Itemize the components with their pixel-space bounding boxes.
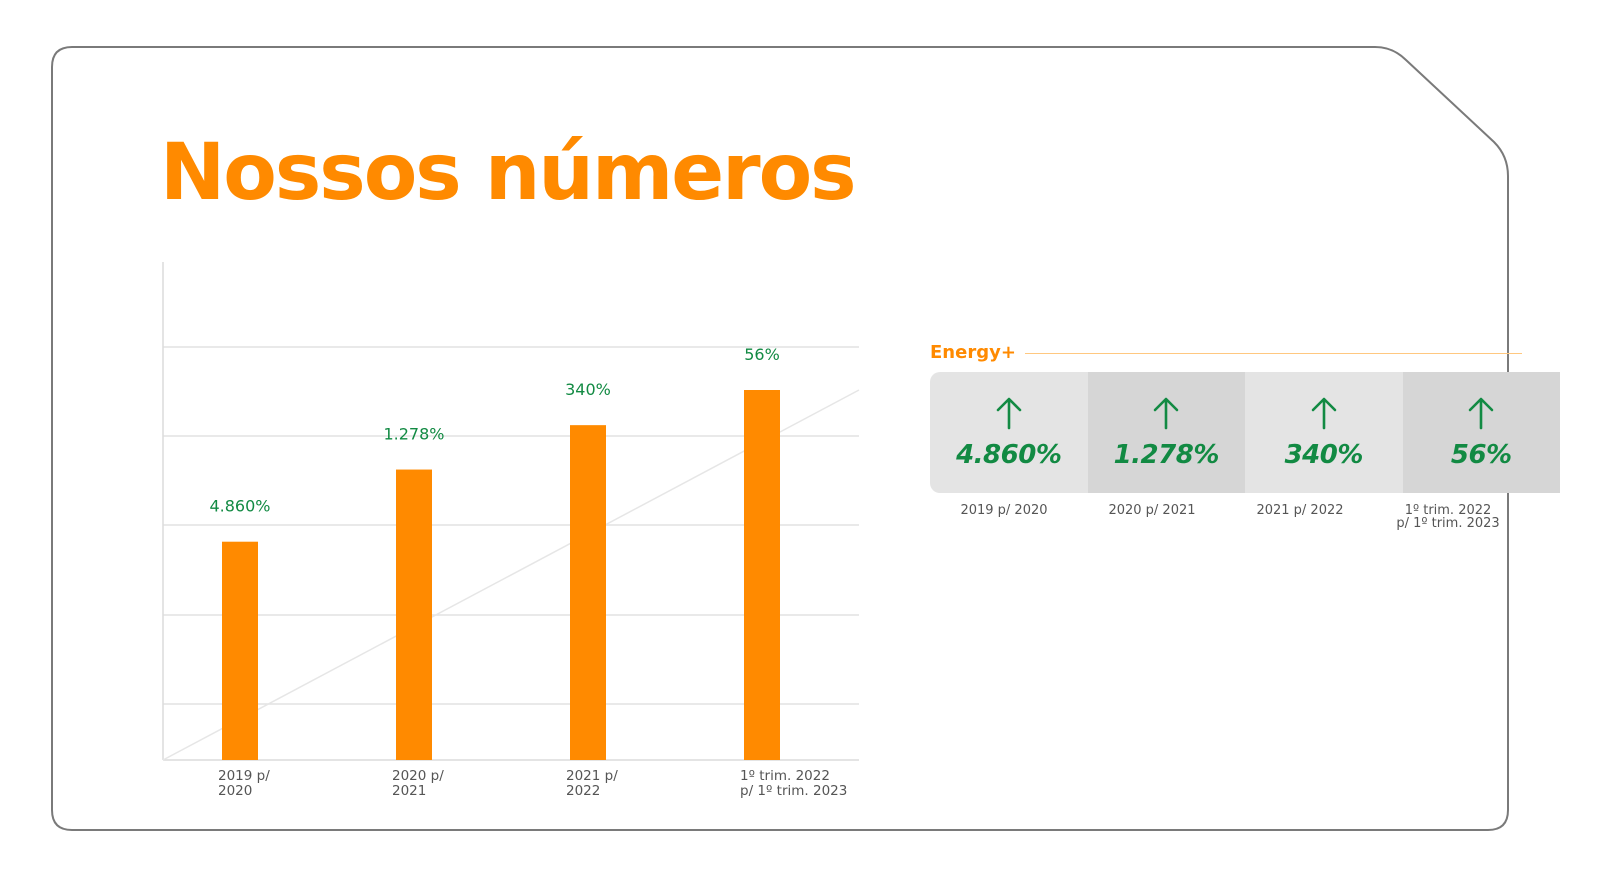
arrow-up-icon: [1468, 397, 1494, 430]
energy-plus-panel: Energy+ 4.860% 1.278% 340% 56% 2019 p/ 2…: [930, 340, 1560, 540]
growth-periods: 2019 p/ 2020 2020 p/ 2021 2021 p/ 2022 1…: [930, 504, 1522, 530]
growth-card: 340%: [1245, 372, 1403, 493]
period-label: 2019 p/ 2020: [960, 503, 1048, 518]
growth-card: 4.860%: [930, 372, 1088, 493]
growth-card: 56%: [1402, 372, 1560, 493]
data-label: 56%: [744, 345, 780, 364]
bar: [222, 541, 258, 760]
panel-divider: [1025, 353, 1522, 354]
x-tick-label: 2020 p/2021: [392, 768, 444, 799]
growth-value: 56%: [1450, 440, 1512, 470]
growth-value: 340%: [1284, 440, 1364, 470]
bar: [570, 425, 606, 760]
panel-title: Energy+: [930, 342, 1016, 363]
x-tick-label: 2021 p/2022: [566, 768, 618, 799]
trend-line: [162, 389, 860, 761]
period-label: 2020 p/ 2021: [1108, 503, 1196, 518]
growth-card: 1.278%: [1087, 372, 1245, 493]
arrow-up-icon: [1311, 397, 1337, 430]
arrow-up-icon: [996, 397, 1022, 430]
growth-cards: 4.860% 1.278% 340% 56%: [930, 372, 1560, 493]
growth-value: 1.278%: [1113, 440, 1220, 470]
x-tick-label: 2019 p/2020: [218, 768, 270, 799]
bar: [396, 469, 432, 760]
arrow-up-icon: [1153, 397, 1179, 430]
page-title: Nossos números: [160, 128, 857, 218]
period-label: 2021 p/ 2022: [1256, 503, 1344, 518]
growth-bar-chart: 4.860% 2019 p/2020 1.278% 2020 p/2021 340% 20…: [162, 262, 860, 799]
x-tick-label: 1º trim. 2022 p/ 1º trim. 2023: [740, 768, 847, 799]
data-label: 4.860%: [209, 497, 270, 516]
data-label: 1.278%: [383, 425, 444, 444]
bar: [744, 390, 780, 760]
period-label: 1º trim. 2022 p/ 1º trim. 2023: [1396, 503, 1500, 531]
growth-value: 4.860%: [956, 440, 1062, 470]
data-label: 340%: [565, 380, 611, 399]
